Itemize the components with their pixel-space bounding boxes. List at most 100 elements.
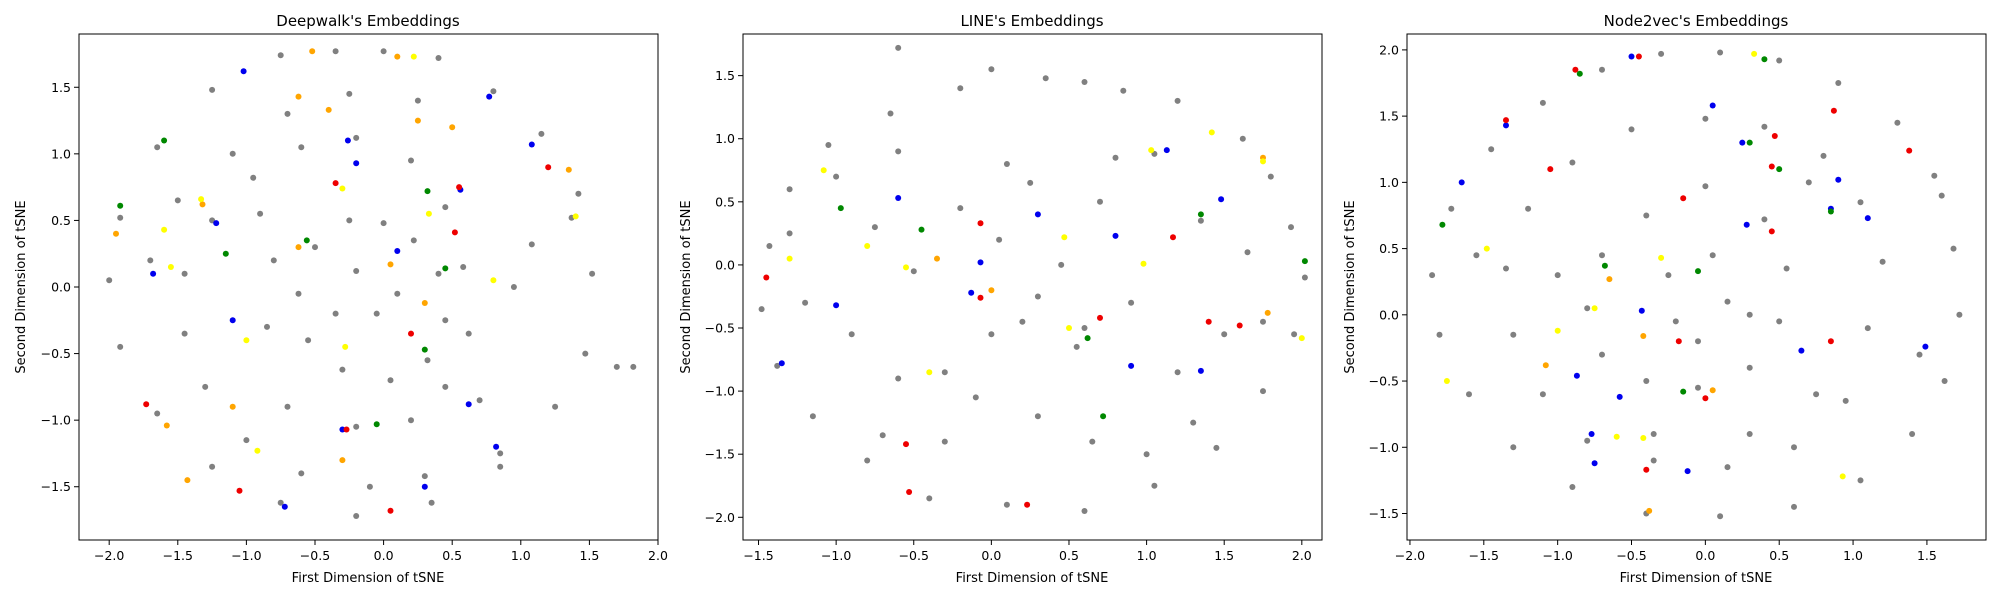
scatter-point	[1027, 179, 1034, 186]
scatter-point	[1034, 293, 1041, 300]
scatter-point	[1097, 198, 1103, 205]
plot-area: −2.0 −1.5 −1.0 −0.5 0.0 0.5 1.0 1.5 −1.5 −1.0 −0.5…	[1369, 42, 1963, 563]
scatter-point	[1830, 107, 1837, 114]
scatter-point	[1743, 221, 1750, 228]
scatter-point	[442, 317, 449, 324]
scatter-point	[303, 237, 310, 244]
y-tick-label: 0.5	[715, 194, 735, 209]
x-tick-label: 1.0	[1843, 548, 1863, 563]
scatter-point	[1267, 173, 1274, 180]
scatter-point	[786, 230, 793, 237]
scatter-point	[1839, 473, 1846, 480]
x-tick-label: 0.5	[1059, 548, 1079, 563]
y-tick-label: 1.5	[51, 80, 71, 95]
x-tick-label: −1.5	[163, 548, 193, 563]
scatter-point	[154, 410, 161, 417]
scatter-point	[758, 306, 765, 313]
scatter-point	[295, 93, 302, 100]
y-tick-label: 1.0	[1379, 175, 1399, 190]
scatter-point	[408, 330, 414, 337]
x-tick-label: −0.5	[899, 548, 929, 563]
scatter-point	[1205, 318, 1212, 325]
y-tick-label: 0.0	[1379, 307, 1399, 322]
scatter-point	[1569, 159, 1576, 166]
scatter-point	[394, 53, 401, 60]
scatter-point	[833, 302, 840, 309]
scatter-point	[926, 495, 933, 502]
scatter-point	[1601, 262, 1608, 269]
scatter-point	[1239, 135, 1246, 142]
scatter-point	[1112, 154, 1119, 161]
scatter-point	[163, 422, 170, 429]
x-tick-label: 1.5	[1917, 548, 1937, 563]
scatter-point	[1539, 391, 1546, 398]
scatter-point	[229, 317, 236, 324]
plot-frame	[1406, 33, 1987, 541]
scatter-point	[941, 438, 948, 445]
scatter-point	[181, 270, 188, 277]
scatter-point	[209, 86, 216, 93]
scatter-point	[449, 124, 456, 131]
scatter-point	[1650, 457, 1657, 464]
y-tick-label: 1.0	[51, 146, 71, 161]
scatter-point	[1643, 466, 1650, 473]
chart-title: Node2vec's Embeddings	[1604, 12, 1789, 30]
scatter-point	[1820, 152, 1827, 159]
scatter-point	[926, 369, 933, 376]
scatter-point	[421, 483, 428, 490]
x-tick-label: 2.0	[648, 548, 668, 563]
scatter-point	[1616, 393, 1623, 400]
scatter-point	[387, 377, 394, 384]
scatter-point	[456, 184, 463, 191]
scatter-point	[1695, 268, 1701, 275]
scatter-point	[763, 274, 770, 281]
scatter-point	[1019, 318, 1026, 325]
scatter-point	[1488, 146, 1495, 153]
scatter-point	[1702, 395, 1709, 402]
y-tick-label: 0.5	[1379, 241, 1399, 256]
scatter-point	[154, 144, 161, 151]
scatter-point	[1042, 75, 1049, 82]
scatter-point	[106, 277, 113, 284]
scatter-point	[1097, 314, 1103, 321]
panel-line: LINE's Embeddings −1.5 −1.0 −0.5 0.0 0.5 1.0 1…	[679, 12, 1323, 586]
y-tick-label: 2.0	[1379, 42, 1399, 57]
scatter-point	[1931, 172, 1938, 179]
scatter-point	[572, 213, 579, 220]
y-tick-label: −0.5	[41, 346, 71, 361]
scatter-point	[1084, 335, 1091, 342]
scatter-point	[332, 48, 339, 55]
scatter-point	[864, 457, 871, 464]
scatter-point	[613, 363, 620, 370]
scatter-point	[1542, 362, 1549, 369]
scatter-point	[1584, 437, 1591, 444]
scatter-point	[243, 337, 250, 344]
scatter-point	[1260, 158, 1266, 165]
scatter-point	[1591, 305, 1598, 312]
scatter-point	[957, 205, 964, 212]
scatter-point	[1640, 333, 1647, 339]
y-tick-label: −2.0	[705, 510, 735, 525]
x-tick-label: −1.0	[231, 548, 261, 563]
scatter-point	[988, 331, 995, 338]
y-tick-label: −1.0	[1369, 440, 1399, 455]
scatter-point	[1089, 438, 1096, 445]
scatter-point	[1128, 299, 1135, 306]
y-tick-label: −1.5	[41, 479, 71, 494]
scatter-point	[1695, 338, 1701, 345]
scatter-point	[1709, 252, 1716, 259]
scatter-point	[1058, 261, 1065, 268]
scatter-point	[1244, 249, 1251, 256]
scatter-point	[451, 229, 458, 236]
scatter-point	[988, 287, 995, 294]
scatter-point	[442, 265, 449, 272]
scatter-point	[394, 290, 401, 297]
scatter-point	[161, 137, 168, 144]
scatter-point	[1675, 338, 1682, 345]
x-axis-label: First Dimension of tSNE	[1620, 571, 1773, 586]
scatter-point	[1643, 212, 1650, 219]
x-tick-label: 1.5	[1214, 548, 1234, 563]
scatter-point	[1640, 435, 1647, 441]
scatter-point	[284, 403, 291, 410]
scatter-point	[1746, 431, 1753, 437]
